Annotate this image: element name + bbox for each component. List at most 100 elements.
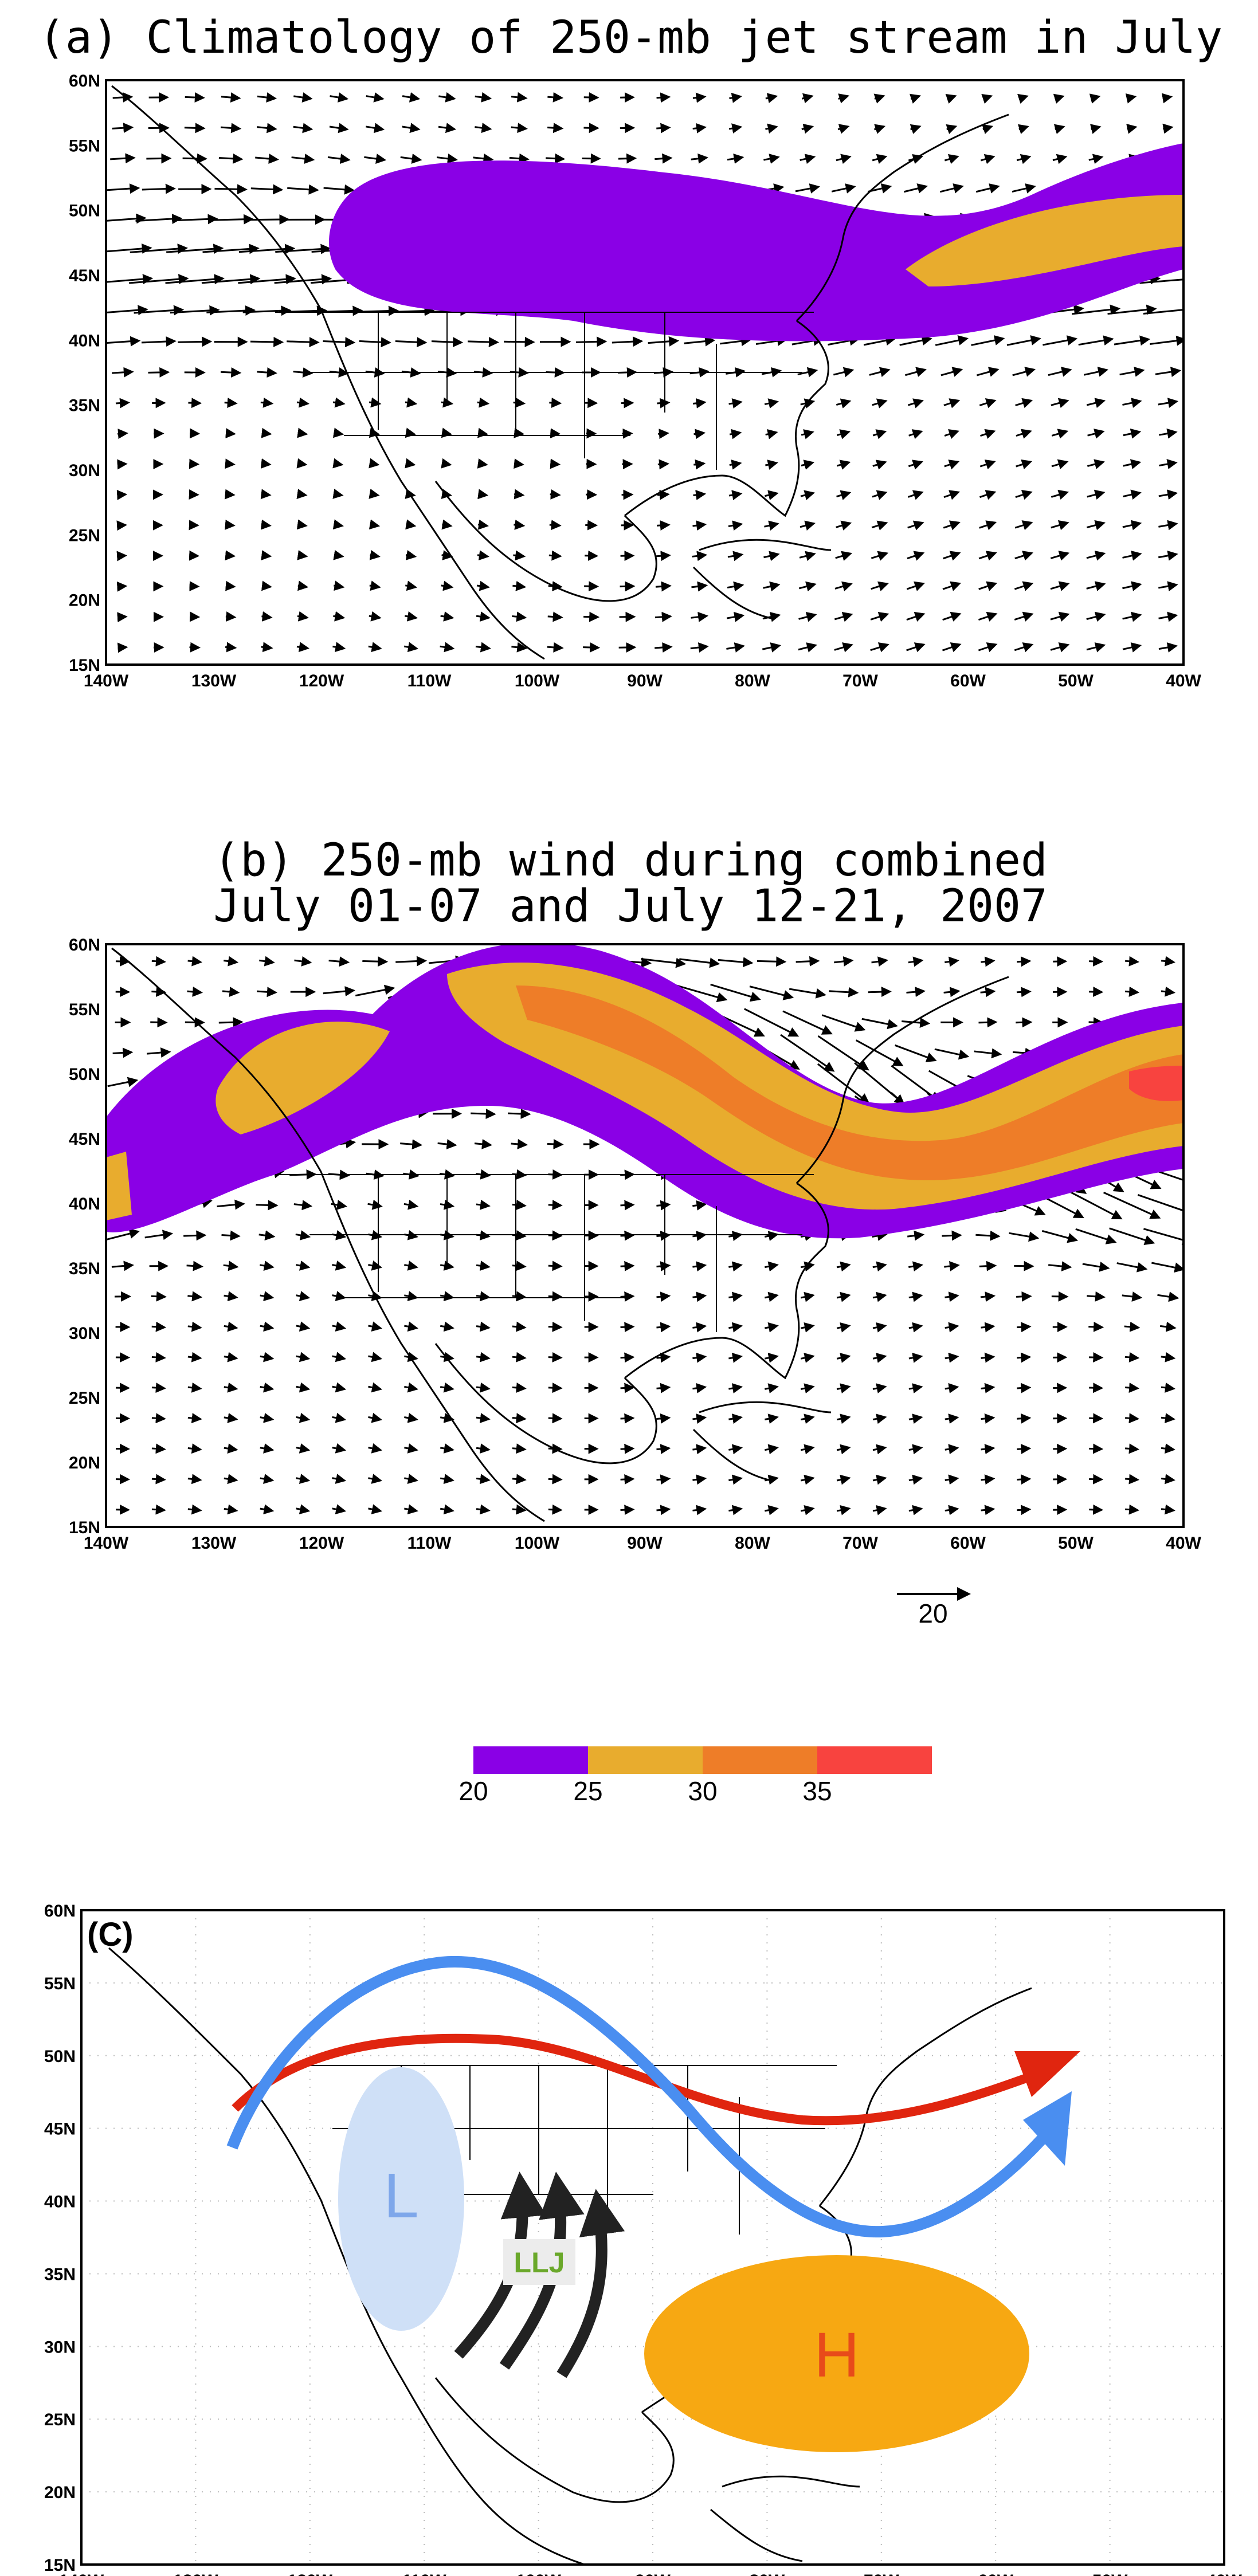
- wind-vector: [945, 1383, 959, 1393]
- panel-a-jet-shading-20: [328, 143, 1183, 341]
- wind-vector: [1125, 1443, 1140, 1454]
- wind-vector: [907, 551, 925, 561]
- wind-vector: [106, 183, 140, 194]
- wind-vector: [1124, 986, 1140, 997]
- wind-vector: [765, 460, 778, 470]
- wind-vector: [476, 1291, 491, 1302]
- wind-vector: [440, 1321, 454, 1332]
- wind-vector: [980, 429, 996, 439]
- colorbar-swatch-30-35: [703, 1746, 817, 1774]
- panel-a-lon-label-120W: 120W: [299, 672, 344, 690]
- wind-vector: [1109, 1227, 1155, 1246]
- wind-vector: [982, 124, 994, 135]
- low-pressure-label: L: [383, 2161, 418, 2231]
- wind-vector: [293, 123, 313, 133]
- wind-vector: [1122, 642, 1142, 653]
- panel-b-lon-label-100W: 100W: [515, 1534, 560, 1553]
- wind-vector: [765, 1322, 779, 1333]
- wind-vector: [440, 1474, 454, 1485]
- wind-vector: [620, 1230, 635, 1241]
- wind-vector: [1087, 489, 1106, 500]
- wind-vector: [728, 490, 743, 500]
- wind-vector: [1114, 335, 1151, 346]
- wind-vector: [475, 642, 491, 653]
- wind-vector: [905, 367, 927, 377]
- wind-vector: [800, 1444, 815, 1455]
- wind-vector: [872, 1413, 887, 1424]
- wind-vector: [224, 1504, 238, 1515]
- wind-vector: [798, 611, 817, 622]
- wind-vector: [1125, 1413, 1140, 1424]
- wind-vector: [261, 611, 273, 622]
- wind-vector: [942, 611, 962, 622]
- panel-c-lon-label-40W: 40W: [1206, 2571, 1242, 2576]
- wind-vector: [260, 1443, 275, 1454]
- wind-vector: [1161, 1413, 1175, 1423]
- wind-vector: [1089, 93, 1101, 104]
- wind-vector: [728, 1505, 743, 1515]
- panel-a-map-frame: [105, 79, 1185, 666]
- wind-vector: [1161, 956, 1175, 967]
- wind-vector: [981, 956, 996, 967]
- wind-vector: [908, 460, 923, 470]
- wind-vector: [135, 214, 183, 224]
- wind-vector: [765, 1413, 779, 1424]
- wind-vector: [1107, 304, 1157, 315]
- wind-vector: [801, 93, 814, 104]
- wind-vector: [872, 1444, 887, 1455]
- wind-vector: [1017, 1505, 1032, 1515]
- wind-vector: [870, 642, 889, 653]
- wind-vector: [187, 1352, 202, 1362]
- wind-vector: [1016, 459, 1033, 470]
- wind-vector: [836, 154, 852, 164]
- wind-vector: [692, 1261, 707, 1272]
- wind-vector: [440, 1443, 454, 1454]
- wind-vector: [692, 1444, 707, 1455]
- wind-vector: [366, 92, 385, 103]
- wind-vector: [148, 367, 170, 378]
- panel-c-label: (C): [87, 1916, 134, 1953]
- wind-vector: [908, 1505, 923, 1515]
- wind-vector: [296, 1352, 311, 1362]
- wind-vector: [975, 1230, 1001, 1241]
- wind-vector: [106, 274, 154, 285]
- wind-vector: [402, 123, 421, 133]
- wind-vector: [546, 153, 566, 164]
- wind-vector: [257, 987, 277, 998]
- wind-vector: [221, 1230, 241, 1241]
- wind-vector: [548, 1413, 563, 1424]
- wind-vector: [293, 367, 313, 378]
- panel-b-map-frame: [105, 943, 1185, 1528]
- wind-vector: [327, 154, 351, 164]
- wind-vector: [872, 1353, 887, 1363]
- wind-vector: [1158, 642, 1178, 653]
- wind-vector: [872, 1322, 887, 1333]
- wind-vector: [800, 520, 816, 531]
- wind-vector: [1116, 1262, 1148, 1273]
- wind-vector: [260, 1291, 275, 1302]
- wind-vector: [476, 1474, 491, 1485]
- wind-vector: [981, 1383, 996, 1393]
- panel-c-lat-label-45N: 45N: [44, 2120, 76, 2139]
- wind-vector: [908, 1413, 923, 1424]
- wind-vector: [224, 1474, 238, 1485]
- wind-vector: [1124, 1383, 1140, 1393]
- wind-vector: [800, 1291, 815, 1302]
- wind-vector: [691, 611, 709, 622]
- panel-a: (a) Climatology of 250-mb jet stream in …: [38, 12, 1222, 690]
- wind-vector: [720, 336, 752, 347]
- wind-vector: [332, 1321, 347, 1332]
- wind-vector: [225, 489, 236, 500]
- panel-b-reference-vector-label: 20: [918, 1599, 947, 1628]
- wind-vector: [112, 123, 134, 133]
- wind-vector: [332, 1291, 347, 1301]
- wind-vector: [1088, 154, 1104, 164]
- wind-vector: [838, 93, 850, 104]
- wind-vector: [260, 1382, 275, 1393]
- panel-b-lon-label-120W: 120W: [299, 1534, 344, 1553]
- wind-vector: [1051, 398, 1069, 409]
- high-pressure-label: H: [814, 2320, 859, 2390]
- wind-vector: [979, 490, 997, 500]
- wind-vector: [763, 154, 780, 164]
- colorbar-swatch-20-25: [473, 1746, 588, 1774]
